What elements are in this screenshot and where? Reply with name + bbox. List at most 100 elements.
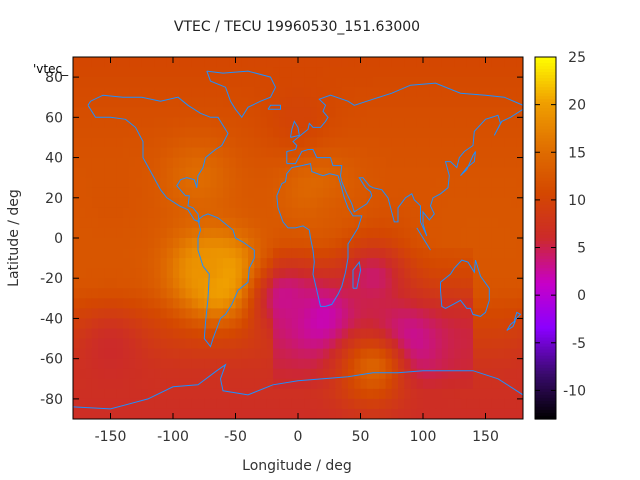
heatmap-cell <box>466 408 474 419</box>
heatmap-cell <box>254 117 262 128</box>
heatmap-cell <box>235 238 243 249</box>
heatmap-cell <box>229 107 237 118</box>
heatmap-cell <box>304 187 312 199</box>
heatmap-cell <box>154 378 162 390</box>
heatmap-cell <box>366 107 374 118</box>
heatmap-cell <box>198 87 205 98</box>
heatmap-cell <box>291 207 299 219</box>
heatmap-cell <box>416 338 424 350</box>
heatmap-cell <box>254 77 262 88</box>
heatmap-cell <box>210 398 218 410</box>
heatmap-cell <box>360 187 368 199</box>
heatmap-cell <box>173 388 180 400</box>
heatmap-cell <box>329 167 337 179</box>
heatmap-cell <box>160 97 168 108</box>
colorbar-strip <box>535 162 556 167</box>
y-axis-label: Latitude / deg <box>6 189 22 287</box>
heatmap-cell <box>304 338 312 350</box>
heatmap-cell <box>304 67 312 78</box>
heatmap-cell <box>116 368 124 380</box>
heatmap-cell <box>491 348 499 360</box>
heatmap-cell <box>79 117 87 128</box>
heatmap-cell <box>154 227 162 239</box>
colorbar-strip <box>535 198 556 203</box>
heatmap-cell <box>73 348 80 360</box>
heatmap-cell <box>348 227 355 239</box>
heatmap-cell <box>354 67 362 78</box>
heatmap-cell <box>479 348 487 360</box>
heatmap-cell <box>498 57 505 68</box>
heatmap-cell <box>266 388 274 400</box>
heatmap-cell <box>191 398 199 410</box>
colorbar-strip <box>535 277 556 281</box>
heatmap-cell <box>223 137 230 149</box>
heatmap-cell <box>360 238 368 249</box>
heatmap-cell <box>98 207 105 219</box>
heatmap-cell <box>485 378 493 390</box>
coastline <box>276 162 363 307</box>
heatmap-cell <box>360 348 368 360</box>
heatmap-cell <box>448 298 455 309</box>
heatmap-cell <box>504 137 512 149</box>
heatmap-cell <box>285 197 293 209</box>
heatmap-cell <box>341 258 349 269</box>
heatmap-cell <box>435 328 443 340</box>
heatmap-cell <box>398 398 405 410</box>
colorbar-strip <box>535 304 556 308</box>
colorbar-strip <box>535 156 556 161</box>
heatmap-cell <box>260 217 268 229</box>
heatmap-cell <box>329 137 337 149</box>
heatmap-cell <box>173 97 180 108</box>
heatmap-cell <box>516 87 523 98</box>
heatmap-cell <box>241 217 249 229</box>
heatmap-cell <box>248 338 255 350</box>
heatmap-cell <box>273 258 280 269</box>
heatmap-cell <box>229 187 237 199</box>
heatmap-cell <box>479 77 487 88</box>
heatmap-cell <box>479 147 487 159</box>
heatmap-cell <box>479 378 487 390</box>
heatmap-cell <box>148 217 155 229</box>
heatmap-cell <box>291 77 299 88</box>
heatmap-cell <box>410 408 418 419</box>
heatmap-cell <box>241 288 249 299</box>
heatmap-cell <box>323 248 330 259</box>
heatmap-cell <box>254 358 262 370</box>
heatmap-cell <box>373 378 380 390</box>
heatmap-cell <box>398 388 405 400</box>
heatmap-cell <box>323 147 330 159</box>
heatmap-cell <box>148 77 155 88</box>
colorbar-strip <box>535 244 556 248</box>
heatmap-cell <box>91 298 99 309</box>
heatmap-cell <box>341 288 349 299</box>
heatmap-cell <box>516 187 523 199</box>
heatmap-cell <box>335 238 343 249</box>
heatmap-cell <box>266 348 274 360</box>
heatmap-cell <box>123 217 130 229</box>
heatmap-cell <box>104 57 112 68</box>
heatmap-cell <box>298 77 305 88</box>
heatmap-cell <box>185 328 193 340</box>
heatmap-cell <box>385 177 393 189</box>
heatmap-cell <box>210 147 218 159</box>
heatmap-cell <box>85 398 93 410</box>
heatmap-cell <box>248 77 255 88</box>
heatmap-cell <box>104 388 112 400</box>
heatmap-cell <box>491 298 499 309</box>
heatmap-cell <box>310 368 318 380</box>
heatmap-cell <box>191 147 199 159</box>
heatmap-cell <box>304 318 312 330</box>
heatmap-cell <box>254 217 262 229</box>
heatmap-cell <box>241 248 249 259</box>
heatmap-cell <box>510 57 518 68</box>
heatmap-cell <box>279 238 287 249</box>
heatmap-cell <box>98 368 105 380</box>
heatmap-cell <box>366 398 374 410</box>
heatmap-cell <box>279 358 287 370</box>
heatmap-cell <box>273 308 280 320</box>
heatmap-cell <box>329 338 337 350</box>
heatmap-cell <box>435 167 443 179</box>
heatmap-cell <box>166 268 174 279</box>
heatmap-cell <box>266 157 274 169</box>
heatmap-cell <box>173 408 180 419</box>
